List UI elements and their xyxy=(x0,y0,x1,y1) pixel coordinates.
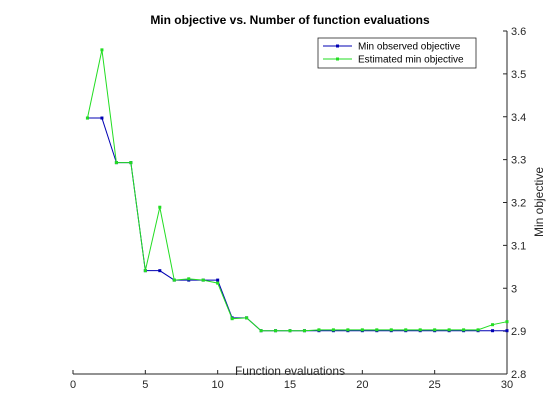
x-tick-label: 5 xyxy=(142,379,148,391)
x-tick-label: 20 xyxy=(356,379,368,391)
series-2-point xyxy=(143,269,147,273)
y-tick-label: 3.1 xyxy=(511,240,526,252)
series-1-point xyxy=(216,278,220,282)
legend: Min observed objective Estimated min obje… xyxy=(317,37,477,69)
y-tick-label: 3.5 xyxy=(511,69,526,81)
series-2-point xyxy=(418,328,422,332)
series-2-point xyxy=(172,278,176,282)
y-axis-title: Min objective xyxy=(532,167,546,237)
series-2-point xyxy=(476,328,480,332)
series-2-point xyxy=(346,328,350,332)
y-tick-label: 3.6 xyxy=(511,26,526,38)
y-tick-label: 2.9 xyxy=(511,326,526,338)
series-2-point xyxy=(245,316,249,320)
series-2-point xyxy=(85,116,89,120)
y-tick-label: 3.2 xyxy=(511,198,526,210)
legend-swatch-marker xyxy=(336,57,339,61)
legend-label: Min observed objective xyxy=(358,42,461,53)
y-tick-label: 2.8 xyxy=(511,369,526,381)
series-2-point xyxy=(259,329,263,333)
series-line-1 xyxy=(87,117,507,332)
series-2-point xyxy=(129,161,133,165)
x-tick-label: 25 xyxy=(429,379,441,391)
series-2-point xyxy=(288,329,292,333)
series-1-point xyxy=(505,329,509,333)
y-tick-label: 3 xyxy=(511,283,517,295)
series-line-2 xyxy=(86,49,508,332)
series-2-point xyxy=(201,278,205,282)
series-1-point xyxy=(491,329,495,333)
series-1-point xyxy=(100,116,104,120)
series-2-point xyxy=(230,317,234,321)
series-2-point xyxy=(404,328,408,332)
series-2-point xyxy=(302,329,306,333)
legend-label: Estimated min objective xyxy=(358,55,464,66)
x-tick-label: 0 xyxy=(70,379,76,391)
series-1-point xyxy=(158,269,162,273)
x-tick-label: 15 xyxy=(284,379,296,391)
series-2-point xyxy=(389,328,393,332)
legend-swatch-marker xyxy=(336,44,339,48)
series-2-point xyxy=(462,328,466,332)
series-2-point xyxy=(100,48,104,52)
series-2-point xyxy=(274,329,278,333)
legend-box xyxy=(317,37,477,69)
x-tick-label: 30 xyxy=(501,379,513,391)
x-axis-title: Function evaluations xyxy=(235,364,345,378)
y-tick-label: 3.3 xyxy=(511,155,526,167)
series-2-point xyxy=(187,277,191,281)
series-2-point xyxy=(505,320,509,324)
plot-layer: 0 5 10 15 20 25 302.8 2.9 3 3.1 3.2 3.3 3.4 3.5 3.6 xyxy=(70,26,526,391)
series-2-point xyxy=(317,328,321,332)
y-tick-label: 3.4 xyxy=(511,112,526,124)
series-2-point xyxy=(433,328,437,332)
x-tick-label: 10 xyxy=(212,379,224,391)
series-2-point xyxy=(331,328,335,332)
chart-title: Min objective vs. Number of function eva… xyxy=(150,13,430,27)
series-2-point xyxy=(216,281,220,285)
series-2-point xyxy=(360,328,364,332)
series-2-point xyxy=(447,328,451,332)
series-2-point xyxy=(491,323,495,327)
series-2-point xyxy=(114,161,118,165)
series-2-point xyxy=(375,328,379,332)
series-2-point xyxy=(158,205,162,209)
